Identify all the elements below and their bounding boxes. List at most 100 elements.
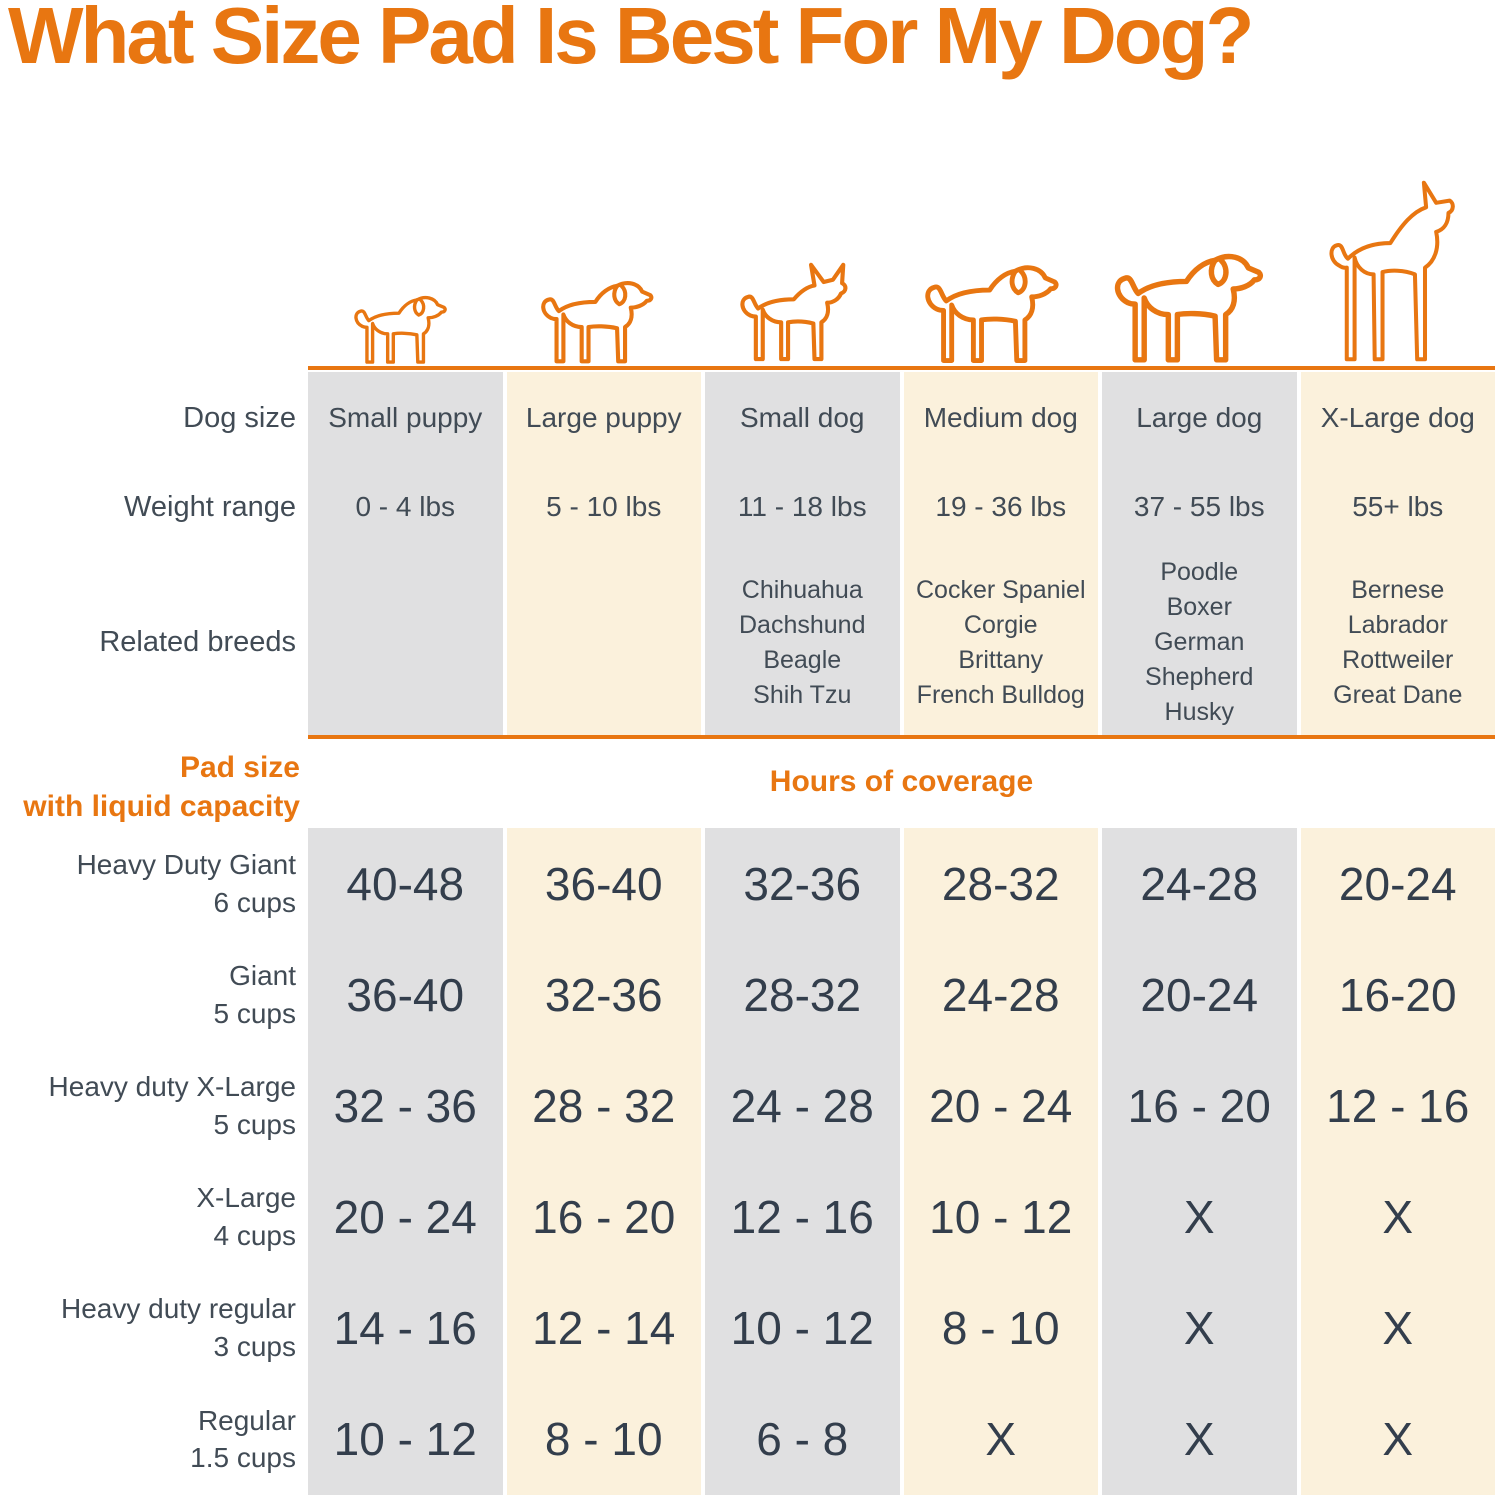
pad-capacity: 4 cups bbox=[213, 1220, 297, 1252]
dog-slot-4 bbox=[901, 94, 1099, 366]
pad-name: Heavy duty X-Large bbox=[48, 1071, 296, 1103]
hours-table: 40-48 36-40 32 - 36 20 - 24 14 - 16 10 - 12 36… bbox=[308, 828, 1495, 1495]
hours-value: 8 - 10 bbox=[544, 1413, 663, 1466]
related-breeds-list bbox=[308, 550, 503, 735]
weight-range-value: 19 - 36 lbs bbox=[935, 491, 1067, 522]
breed-name: Poodle bbox=[1160, 558, 1239, 586]
breed-name: Cocker Spaniel bbox=[915, 575, 1086, 604]
hours-value: 14 - 16 bbox=[333, 1302, 477, 1355]
pad-name: Heavy duty regular bbox=[60, 1293, 296, 1325]
dog-size-value: Large puppy bbox=[525, 402, 682, 433]
breed-name: Bernese bbox=[1351, 575, 1445, 604]
hours-value: X bbox=[985, 1413, 1017, 1466]
weight-range-value: 55+ lbs bbox=[1352, 491, 1444, 522]
pad-size-header-line1: Pad size bbox=[179, 751, 300, 784]
hours-value: 28 - 32 bbox=[532, 1079, 676, 1132]
related-breeds-list: Cocker Spaniel Corgie Brittany French Bulld… bbox=[904, 550, 1099, 735]
pad-row-label: Giant 5 cups bbox=[0, 939, 297, 1050]
dog-column-5: Large dog 37 - 55 lbs Poodle Boxer German Sh… bbox=[1102, 372, 1297, 735]
large-dog-icon bbox=[1114, 253, 1263, 363]
hours-column-1: 40-48 36-40 32 - 36 20 - 24 14 - 16 10 - 12 bbox=[308, 828, 503, 1495]
dog-column-4: Medium dog 19 - 36 lbs Cocker Spaniel Corgi… bbox=[903, 372, 1099, 735]
dog-size-value: Large dog bbox=[1136, 402, 1263, 433]
row-label-related-breeds: Related breeds bbox=[99, 626, 296, 658]
dog-slot-6 bbox=[1297, 94, 1495, 366]
pad-size-header: Pad size with liquid capacity bbox=[0, 748, 300, 826]
related-breeds-list: Chihuahua Dachshund Beagle Shih Tzu bbox=[705, 550, 900, 735]
breed-name: Dachshund bbox=[739, 610, 866, 639]
hours-value: 16-20 bbox=[1338, 968, 1457, 1021]
hours-value: 20-24 bbox=[1338, 857, 1457, 910]
pad-name: Heavy Duty Giant bbox=[76, 848, 296, 880]
hours-value: 24-28 bbox=[941, 968, 1060, 1021]
dog-size-value: Medium dog bbox=[923, 402, 1078, 433]
dog-column-6: X-Large dog 55+ lbs Bernese Labrador Rottwei… bbox=[1300, 372, 1496, 735]
hours-value: 16 - 20 bbox=[532, 1191, 676, 1244]
row-label-weight-range: Weight range bbox=[124, 490, 296, 523]
hours-value: 20 - 24 bbox=[333, 1191, 477, 1244]
hours-value: 24 - 28 bbox=[730, 1079, 874, 1132]
dog-size-value: Small dog bbox=[739, 402, 865, 433]
hours-value: X bbox=[1382, 1191, 1414, 1244]
dog-slot-5 bbox=[1099, 94, 1297, 366]
breed-name: Chihuahua bbox=[741, 575, 863, 604]
pad-name: X-Large bbox=[196, 1182, 296, 1214]
pad-row-labels: Heavy Duty Giant 6 cups Giant 5 cups Heavy d… bbox=[0, 828, 296, 1495]
dog-size-value: X-Large dog bbox=[1320, 402, 1475, 433]
large-puppy-icon bbox=[541, 281, 654, 364]
hours-value: 28-32 bbox=[743, 968, 862, 1021]
hours-column-6: 20-24 16-20 12 - 16 X X X bbox=[1300, 828, 1495, 1495]
breed-name: French Bulldog bbox=[916, 680, 1085, 709]
hours-value: 20 - 24 bbox=[929, 1079, 1073, 1132]
related-breeds-list bbox=[507, 550, 702, 735]
small-dog-icon bbox=[739, 262, 848, 362]
breed-name: Labrador bbox=[1347, 610, 1448, 639]
hours-value: X bbox=[1183, 1302, 1215, 1355]
pad-capacity: 5 cups bbox=[213, 997, 297, 1029]
weight-range-value: 0 - 4 lbs bbox=[355, 491, 456, 522]
dog-slot-1 bbox=[308, 94, 506, 366]
pad-name: Giant bbox=[229, 959, 296, 991]
dog-slot-2 bbox=[506, 94, 704, 366]
weight-range-value: 11 - 18 lbs bbox=[737, 491, 867, 522]
hours-value: 10 - 12 bbox=[929, 1191, 1073, 1244]
breed-name: Corgie bbox=[963, 610, 1038, 639]
pad-row-label: Heavy duty X-Large 5 cups bbox=[0, 1050, 296, 1161]
hours-value: 12 - 14 bbox=[532, 1302, 676, 1355]
hours-value: 10 - 12 bbox=[333, 1413, 477, 1466]
hours-value: X bbox=[1382, 1413, 1414, 1466]
hours-value: 12 - 16 bbox=[730, 1191, 874, 1244]
dog-icons-row bbox=[308, 94, 1495, 370]
breed-name: Shih Tzu bbox=[753, 680, 852, 709]
hours-value: 24-28 bbox=[1140, 857, 1259, 910]
breed-name: Husky bbox=[1164, 698, 1234, 726]
dog-slot-3 bbox=[704, 94, 902, 366]
breed-name: Beagle bbox=[763, 645, 842, 674]
related-breeds-list: Bernese Labrador Rottweiler Great Dane bbox=[1301, 550, 1496, 735]
hours-value: 10 - 12 bbox=[730, 1302, 874, 1355]
hours-column-2: 36-40 32-36 28 - 32 16 - 20 12 - 14 8 - 10 bbox=[506, 828, 701, 1495]
related-breeds-list: Poodle Boxer German Shepherd Husky bbox=[1102, 550, 1297, 735]
pad-capacity: 3 cups bbox=[213, 1331, 297, 1363]
dog-size-value: Small puppy bbox=[328, 402, 483, 433]
weight-range-value: 37 - 55 lbs bbox=[1133, 491, 1265, 522]
hours-of-coverage-header: Hours of coverage bbox=[769, 765, 1034, 798]
page-title: What Size Pad Is Best For My Dog? bbox=[8, 0, 1254, 80]
small-puppy-icon bbox=[354, 295, 448, 364]
hours-value: 36-40 bbox=[544, 857, 663, 910]
section-divider-line bbox=[308, 735, 1495, 739]
hours-column-3: 32-36 28-32 24 - 28 12 - 16 10 - 12 6 - 8 bbox=[705, 828, 900, 1495]
breed-name: Rottweiler bbox=[1342, 645, 1454, 674]
hours-value: 8 - 10 bbox=[941, 1302, 1060, 1355]
pad-row-label: Regular 1.5 cups bbox=[0, 1384, 296, 1495]
hours-value: 6 - 8 bbox=[756, 1413, 849, 1466]
hours-value: 20-24 bbox=[1140, 968, 1259, 1021]
breed-name: Brittany bbox=[958, 645, 1044, 674]
x-large-dog-icon bbox=[1329, 180, 1455, 362]
pad-row-label: X-Large 4 cups bbox=[0, 1161, 296, 1272]
hours-value: X bbox=[1183, 1413, 1215, 1466]
breed-name: Great Dane bbox=[1333, 680, 1463, 709]
hours-value: 36-40 bbox=[346, 968, 465, 1021]
dog-info-table: Small puppy 0 - 4 lbs Large puppy 5 - 10 lb… bbox=[308, 372, 1495, 735]
